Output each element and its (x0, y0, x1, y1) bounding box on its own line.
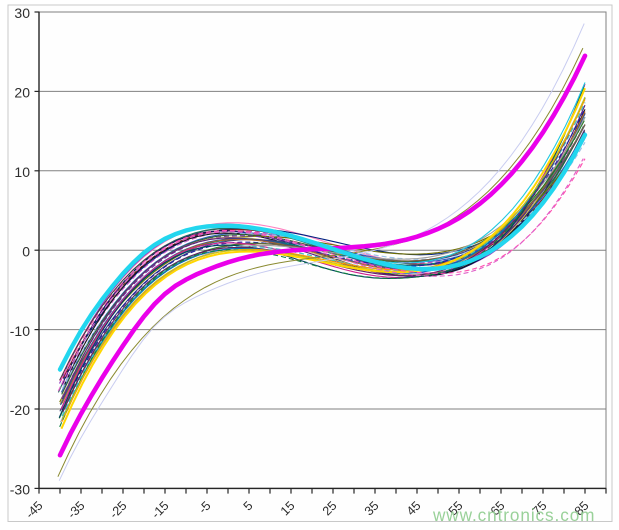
svg-text:10: 10 (14, 164, 30, 180)
svg-text:-30: -30 (10, 482, 30, 498)
svg-text:-10: -10 (10, 323, 30, 339)
svg-text:20: 20 (14, 85, 30, 101)
svg-text:-20: -20 (10, 402, 30, 418)
svg-text:0: 0 (22, 243, 30, 259)
svg-text:30: 30 (14, 5, 30, 21)
svg-text:www.cntronics.com: www.cntronics.com (432, 505, 595, 525)
